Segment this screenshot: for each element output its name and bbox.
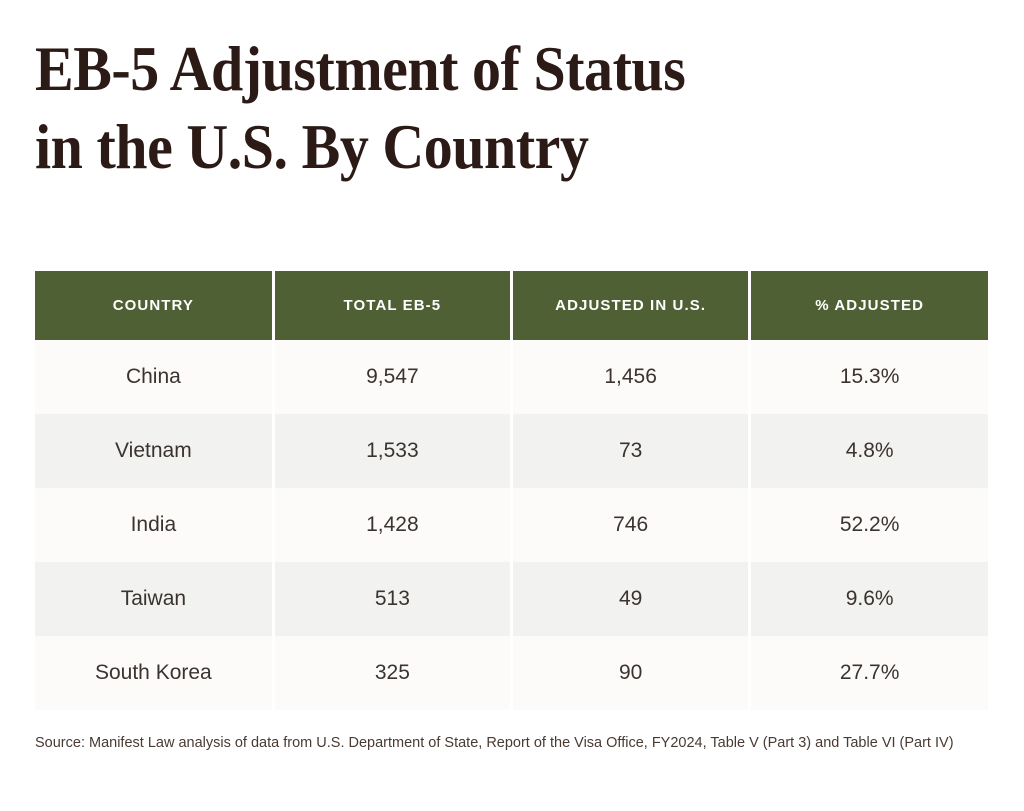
cell-pct-adjusted: 52.2% (749, 488, 988, 562)
page-title: EB-5 Adjustment of Status in the U.S. By… (35, 30, 935, 186)
table-body: China 9,547 1,456 15.3% Vietnam 1,533 73… (35, 340, 988, 710)
cell-adjusted-in-us: 746 (511, 488, 752, 562)
cell-country: China (35, 340, 275, 414)
cell-total-eb5: 513 (273, 562, 514, 636)
table-row: South Korea 325 90 27.7% (35, 636, 988, 710)
column-header-adjusted-in-us: ADJUSTED IN U.S. (511, 271, 752, 340)
cell-country: India (35, 488, 275, 562)
cell-adjusted-in-us: 49 (511, 562, 752, 636)
cell-country: Vietnam (35, 414, 275, 488)
column-header-country: COUNTRY (35, 271, 275, 340)
page-title-line-1: EB-5 Adjustment of Status (35, 34, 686, 104)
cell-pct-adjusted: 27.7% (749, 636, 988, 710)
page-title-line-2: in the U.S. By Country (35, 112, 589, 182)
cell-pct-adjusted: 4.8% (749, 414, 988, 488)
table-row: Taiwan 513 49 9.6% (35, 562, 988, 636)
table-row: China 9,547 1,456 15.3% (35, 340, 988, 414)
cell-country: South Korea (35, 636, 275, 710)
cell-total-eb5: 1,533 (273, 414, 514, 488)
cell-pct-adjusted: 15.3% (749, 340, 988, 414)
column-header-total-eb5: TOTAL EB-5 (273, 271, 514, 340)
source-note: Source: Manifest Law analysis of data fr… (35, 735, 954, 751)
cell-country: Taiwan (35, 562, 275, 636)
cell-total-eb5: 9,547 (273, 340, 514, 414)
cell-adjusted-in-us: 1,456 (511, 340, 752, 414)
cell-adjusted-in-us: 90 (511, 636, 752, 710)
table-header: COUNTRY TOTAL EB-5 ADJUSTED IN U.S. % AD… (35, 271, 988, 340)
table-row: India 1,428 746 52.2% (35, 488, 988, 562)
cell-total-eb5: 325 (273, 636, 514, 710)
table-row: Vietnam 1,533 73 4.8% (35, 414, 988, 488)
table-header-row: COUNTRY TOTAL EB-5 ADJUSTED IN U.S. % AD… (35, 271, 988, 340)
cell-pct-adjusted: 9.6% (749, 562, 988, 636)
cell-total-eb5: 1,428 (273, 488, 514, 562)
eb5-data-table: COUNTRY TOTAL EB-5 ADJUSTED IN U.S. % AD… (35, 271, 988, 710)
eb5-table-container: COUNTRY TOTAL EB-5 ADJUSTED IN U.S. % AD… (35, 271, 988, 710)
column-header-pct-adjusted: % ADJUSTED (749, 271, 988, 340)
cell-adjusted-in-us: 73 (511, 414, 752, 488)
